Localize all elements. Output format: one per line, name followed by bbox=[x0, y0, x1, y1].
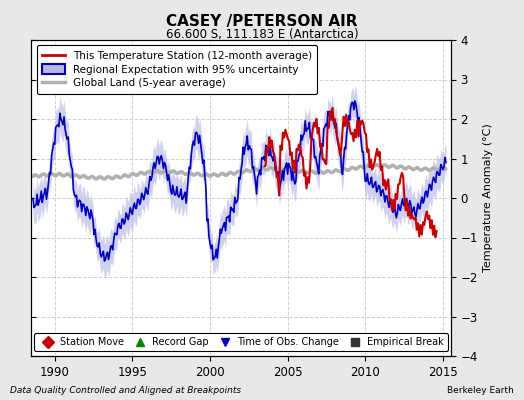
Text: Data Quality Controlled and Aligned at Breakpoints: Data Quality Controlled and Aligned at B… bbox=[10, 386, 242, 395]
Text: 66.600 S, 111.183 E (Antarctica): 66.600 S, 111.183 E (Antarctica) bbox=[166, 28, 358, 41]
Legend: Station Move, Record Gap, Time of Obs. Change, Empirical Break: Station Move, Record Gap, Time of Obs. C… bbox=[34, 333, 448, 351]
Y-axis label: Temperature Anomaly (°C): Temperature Anomaly (°C) bbox=[483, 124, 493, 272]
Text: CASEY /PETERSON AIR: CASEY /PETERSON AIR bbox=[166, 14, 358, 29]
Text: Berkeley Earth: Berkeley Earth bbox=[447, 386, 514, 395]
